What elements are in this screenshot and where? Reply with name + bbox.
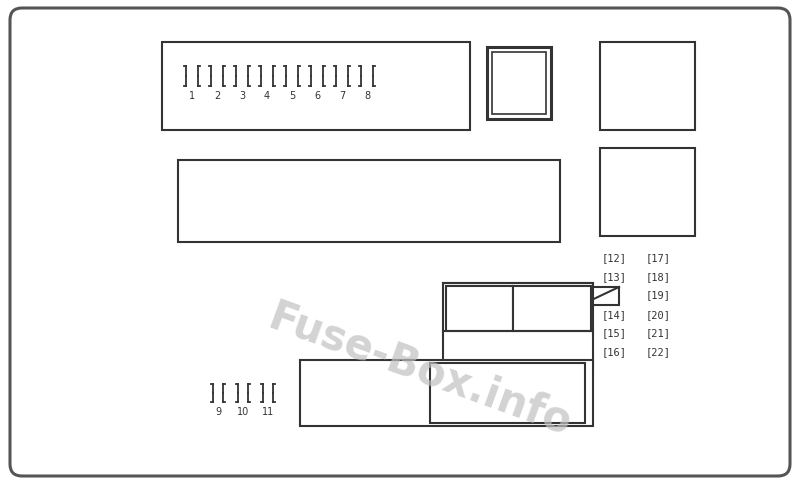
- Bar: [430, 363, 585, 423]
- Text: 4: 4: [264, 91, 270, 101]
- Text: [13]: [13]: [602, 272, 626, 282]
- Text: 7: 7: [339, 91, 345, 101]
- Text: 6: 6: [314, 91, 320, 101]
- Text: 1: 1: [189, 91, 195, 101]
- Text: 2: 2: [214, 91, 220, 101]
- Text: [18]: [18]: [646, 272, 670, 282]
- Text: [15]: [15]: [602, 328, 626, 338]
- Bar: [513, 286, 591, 331]
- Text: Fuse-Box.info: Fuse-Box.info: [262, 296, 578, 444]
- Bar: [492, 52, 546, 114]
- Text: 5: 5: [289, 91, 295, 101]
- Bar: [300, 360, 593, 426]
- Text: 9: 9: [215, 407, 221, 417]
- Text: [22]: [22]: [646, 347, 670, 357]
- Text: 11: 11: [262, 407, 274, 417]
- Text: [14]: [14]: [602, 310, 626, 320]
- Text: [21]: [21]: [646, 328, 670, 338]
- Text: 10: 10: [237, 407, 249, 417]
- FancyBboxPatch shape: [10, 8, 790, 476]
- Bar: [581, 287, 619, 305]
- Bar: [487, 47, 551, 119]
- Bar: [600, 148, 695, 236]
- Text: [16]: [16]: [602, 347, 626, 357]
- Bar: [443, 283, 593, 368]
- Bar: [600, 42, 695, 130]
- Text: 8: 8: [364, 91, 370, 101]
- Bar: [162, 42, 470, 130]
- Text: [17]: [17]: [646, 253, 670, 263]
- Text: [12]: [12]: [602, 253, 626, 263]
- Text: [20]: [20]: [646, 310, 670, 320]
- Bar: [446, 286, 513, 331]
- Text: [19]: [19]: [646, 290, 670, 300]
- Text: 3: 3: [239, 91, 245, 101]
- Bar: [178, 160, 560, 242]
